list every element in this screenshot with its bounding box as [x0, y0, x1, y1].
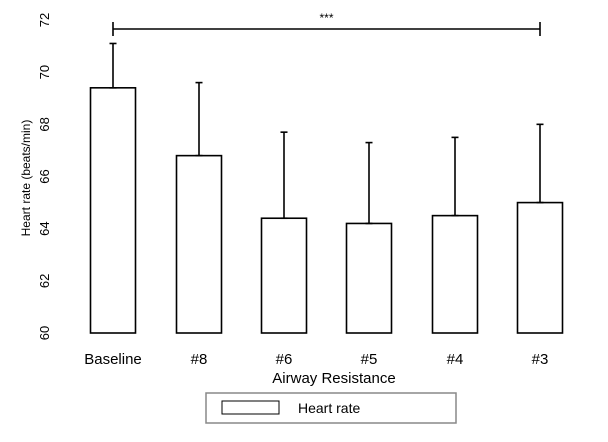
bars-layer: [89, 87, 564, 334]
error-bar-n3: [536, 123, 544, 204]
y-tick-label: 60: [37, 326, 52, 340]
bar-n3: [516, 201, 564, 334]
y-tick-label: 68: [37, 117, 52, 131]
y-tick-label: 66: [37, 169, 52, 183]
bar-n5: [345, 222, 393, 334]
y-tick-labels: 60 62 64 66 68 70 72: [37, 13, 52, 340]
error-bar-n5: [365, 141, 373, 225]
y-tick-label: 70: [37, 65, 52, 79]
x-tick-label: Baseline: [84, 351, 142, 368]
bar-n8: [175, 154, 223, 334]
legend: Heart rate: [205, 392, 457, 424]
x-tick-label: #8: [191, 351, 208, 368]
x-tick-label: #4: [447, 351, 464, 368]
error-bar-n8: [195, 81, 203, 157]
error-bar-n4: [451, 136, 459, 217]
x-tick-label: #3: [532, 351, 549, 368]
bar-baseline: [89, 87, 137, 334]
y-tick-label: 72: [37, 13, 52, 27]
significance-bracket: ***: [112, 11, 541, 36]
significance-label: ***: [319, 11, 333, 25]
bar-n6: [260, 217, 308, 334]
legend-label: Heart rate: [298, 400, 360, 416]
y-tick-label: 62: [37, 274, 52, 288]
error-bars-layer: [109, 42, 544, 225]
legend-swatch: [221, 400, 280, 415]
x-tick-label: #6: [276, 351, 293, 368]
error-bar-baseline: [109, 42, 117, 89]
x-tick-labels: Baseline #8 #6 #5 #4 #3: [84, 351, 548, 368]
y-tick-label: 64: [37, 221, 52, 235]
y-axis-label: Heart rate (beats/min): [19, 120, 33, 237]
error-bar-n6: [280, 131, 288, 220]
x-tick-label: #5: [361, 351, 378, 368]
bar-n4: [431, 214, 479, 334]
x-axis-label: Airway Resistance: [272, 370, 395, 387]
